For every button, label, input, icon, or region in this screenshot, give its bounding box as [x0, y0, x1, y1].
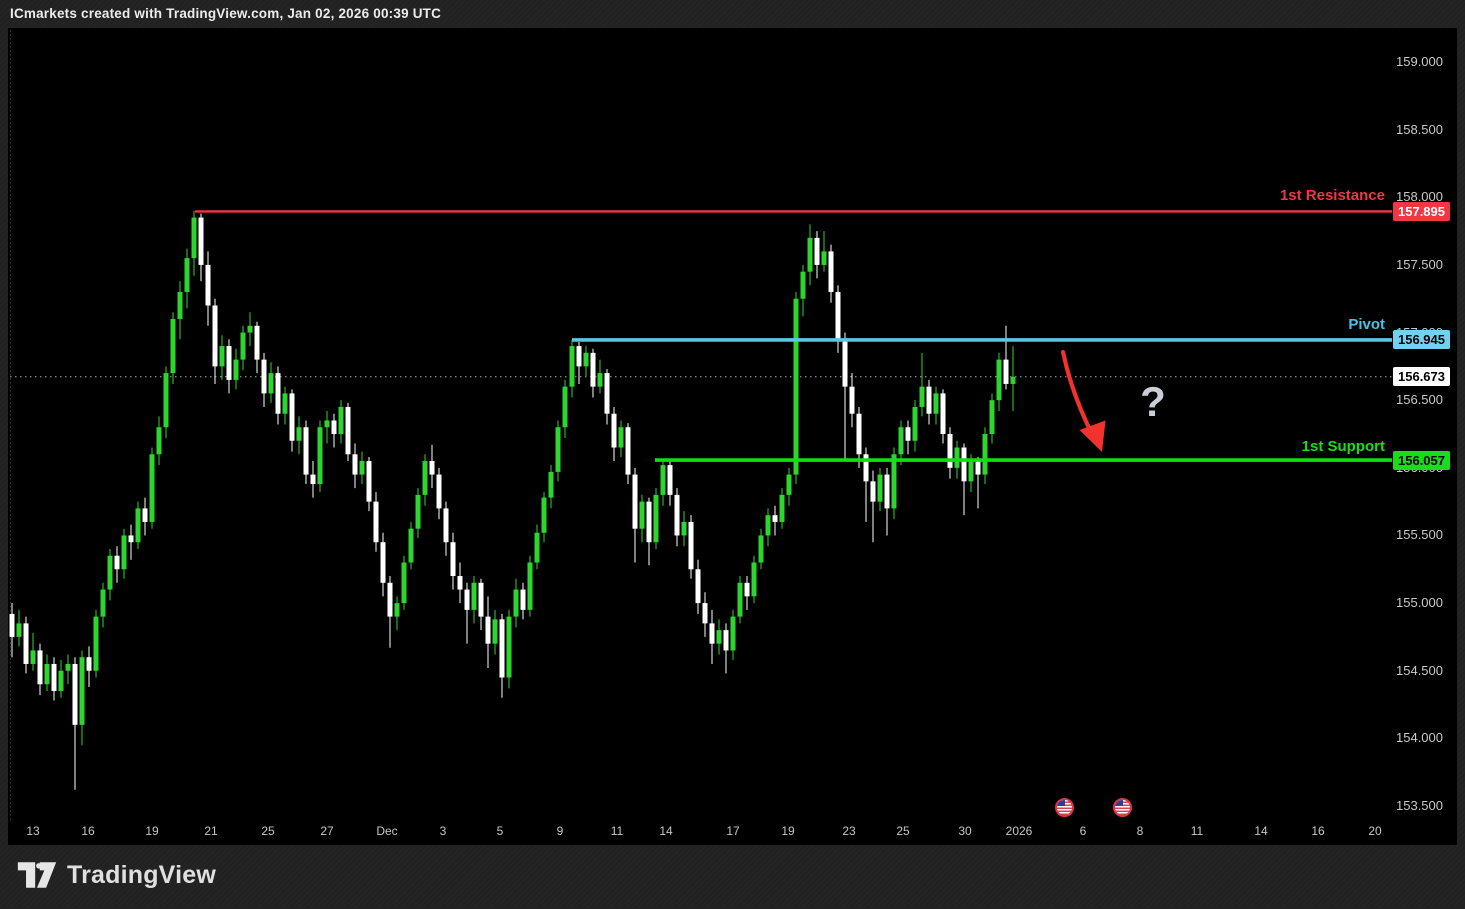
time-tick-label: 3 [439, 824, 447, 838]
us-flag-icon[interactable] [1112, 797, 1132, 817]
time-tick-label: 25 [261, 824, 275, 838]
time-tick-label: 21 [204, 824, 218, 838]
last-price-badge: 156.673 [1393, 367, 1450, 387]
price-tick-label: 157.500 [1396, 256, 1443, 272]
chart-header-bar: ICmarkets created with TradingView.com, … [0, 0, 1465, 28]
price-tick-label: 158.500 [1396, 121, 1443, 137]
time-tick-label: Dec [376, 824, 398, 838]
time-tick-label: 25 [896, 824, 910, 838]
time-tick-label: 11 [1190, 824, 1204, 838]
flag-canton [1056, 799, 1065, 806]
time-tick-label: 23 [842, 824, 856, 838]
time-tick-label: 16 [1311, 824, 1325, 838]
time-tick-label: 14 [1254, 824, 1268, 838]
price-tick-label: 158.000 [1396, 189, 1443, 205]
pivot-line-label[interactable]: Pivot [1348, 315, 1385, 333]
support-price-badge: 156.057 [1393, 450, 1450, 470]
support-line-label[interactable]: 1st Support [1301, 438, 1385, 456]
tradingview-logo-icon [17, 862, 57, 888]
time-tick-label: 19 [781, 824, 795, 838]
time-tick-label: 11 [610, 824, 624, 838]
time-tick-label: 19 [145, 824, 159, 838]
pivot-price-badge: 156.945 [1393, 330, 1450, 350]
time-tick-label: 27 [320, 824, 334, 838]
time-tick-label: 16 [81, 824, 95, 838]
time-tick-label: 9 [556, 824, 564, 838]
time-tick-label: 13 [26, 824, 40, 838]
time-tick-label: 14 [659, 824, 673, 838]
time-tick-label: 17 [726, 824, 740, 838]
time-tick-label: 20 [1368, 824, 1382, 838]
time-tick-label: 8 [1136, 824, 1144, 838]
resistance-price-badge: 157.895 [1393, 201, 1450, 221]
tradingview-logo[interactable]: TradingView [16, 860, 216, 890]
price-tick-label: 153.500 [1396, 798, 1443, 813]
price-tick-label: 159.000 [1396, 54, 1443, 69]
price-tick-label: 154.000 [1396, 730, 1443, 746]
chart-pane[interactable] [8, 28, 1457, 845]
tradingview-logo-text: TradingView [67, 860, 217, 889]
price-tick-label: 155.500 [1396, 527, 1443, 543]
us-flag-icon[interactable] [1054, 797, 1074, 817]
resistance-line-label[interactable]: 1st Resistance [1279, 187, 1385, 205]
price-tick-label: 156.500 [1396, 392, 1443, 408]
price-tick-label: 154.500 [1396, 662, 1443, 678]
price-tick-label: 155.000 [1396, 595, 1443, 611]
question-mark-annotation[interactable]: ? [1140, 378, 1166, 425]
chart-title: ICmarkets created with TradingView.com, … [10, 6, 442, 21]
time-tick-label: 2026 [1005, 824, 1033, 838]
price-axis[interactable]: 159.000158.500158.000157.500157.000156.5… [1392, 28, 1457, 820]
time-tick-label: 5 [496, 824, 504, 838]
time-tick-label: 6 [1079, 824, 1087, 838]
time-tick-label: 30 [958, 824, 972, 838]
flag-canton [1114, 799, 1123, 806]
time-axis[interactable]: 13 16 19 21 25 27 Dec 3 5 9 11 14 17 19 23 25 30 2026 6 8 11… [8, 820, 1392, 845]
